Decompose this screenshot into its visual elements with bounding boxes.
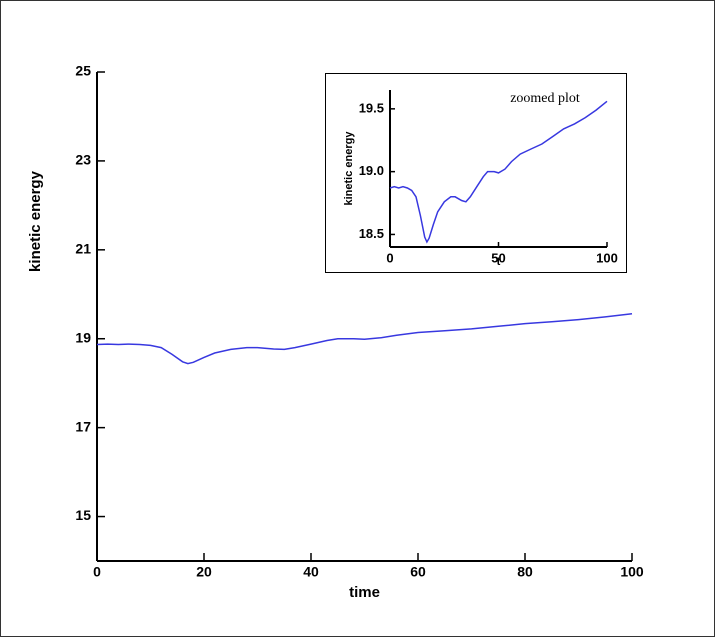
x-tick-label: 20 xyxy=(196,564,212,580)
y-tick-label: 17 xyxy=(75,418,91,434)
y-axis-label: kinetic energy xyxy=(27,170,44,272)
inset-title: zoomed plot xyxy=(510,91,580,106)
x-tick-label: 0 xyxy=(93,564,101,580)
y-tick-label: 21 xyxy=(75,241,91,257)
x-tick-label: 100 xyxy=(596,250,618,265)
y-tick-label: 19.5 xyxy=(359,100,384,115)
x-tick-label: 0 xyxy=(386,250,393,265)
x-tick-label: 100 xyxy=(620,564,644,580)
x-axis-label: t xyxy=(497,256,501,268)
x-tick-label: 60 xyxy=(410,564,426,580)
y-tick-label: 25 xyxy=(75,63,91,79)
y-tick-label: 19.0 xyxy=(359,163,384,178)
y-tick-label: 18.5 xyxy=(359,226,384,241)
y-axis-label: kinetic energy xyxy=(343,131,355,206)
y-tick-label: 15 xyxy=(75,507,91,523)
inset-frame xyxy=(325,73,627,273)
line-series xyxy=(96,313,633,365)
y-tick-label: 23 xyxy=(75,152,91,168)
x-tick-label: 50 xyxy=(491,250,505,265)
line-series xyxy=(389,100,608,244)
y-tick-label: 19 xyxy=(75,329,91,345)
x-tick-label: 40 xyxy=(303,564,319,580)
x-tick-label: 80 xyxy=(517,564,533,580)
x-axis-label: time xyxy=(349,584,380,601)
